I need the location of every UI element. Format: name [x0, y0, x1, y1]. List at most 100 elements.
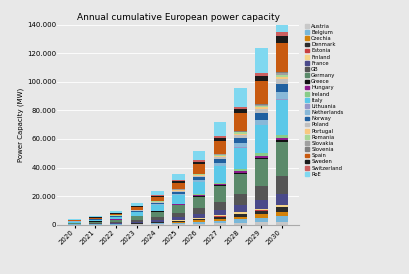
Bar [275, 73, 288, 75]
Bar [172, 174, 184, 180]
Y-axis label: Power Capacity (MW): Power Capacity (MW) [18, 88, 24, 162]
Bar [275, 193, 288, 205]
Bar [234, 169, 246, 172]
Bar [254, 106, 267, 107]
Title: Annual cumulative European power capacity: Annual cumulative European power capacit… [76, 13, 279, 22]
Bar [110, 216, 122, 217]
Bar [192, 151, 205, 161]
Bar [130, 207, 143, 210]
Bar [275, 212, 288, 216]
Bar [89, 218, 101, 219]
Bar [234, 206, 246, 213]
Bar [213, 159, 225, 163]
Bar [192, 208, 205, 214]
Bar [254, 73, 267, 76]
Bar [234, 223, 246, 225]
Bar [275, 1, 288, 32]
Bar [110, 217, 122, 219]
Bar [213, 166, 225, 183]
Bar [254, 218, 267, 222]
Bar [192, 195, 205, 196]
Bar [130, 222, 143, 223]
Bar [192, 182, 205, 194]
Bar [68, 220, 81, 221]
Bar [234, 138, 246, 143]
Bar [254, 104, 267, 105]
Bar [192, 177, 205, 180]
Bar [213, 219, 225, 221]
Bar [213, 136, 225, 138]
Bar [213, 163, 225, 166]
Bar [213, 155, 225, 156]
Bar [172, 224, 184, 225]
Bar [254, 186, 267, 200]
Bar [151, 197, 164, 201]
Bar [275, 207, 288, 212]
Bar [192, 196, 205, 197]
Bar [172, 183, 184, 189]
Bar [275, 140, 288, 142]
Bar [254, 107, 267, 110]
Bar [234, 174, 246, 195]
Bar [234, 132, 246, 134]
Bar [213, 157, 225, 159]
Bar [213, 185, 225, 186]
Bar [213, 138, 225, 141]
Bar [234, 113, 246, 131]
Bar [275, 77, 288, 79]
Bar [172, 217, 184, 220]
Bar [213, 183, 225, 184]
Bar [275, 79, 288, 84]
Bar [172, 180, 184, 181]
Bar [254, 105, 267, 106]
Bar [192, 161, 205, 162]
Bar [234, 148, 246, 169]
Bar [275, 176, 288, 193]
Bar [275, 99, 288, 135]
Bar [130, 216, 143, 220]
Bar [110, 212, 122, 213]
Bar [172, 213, 184, 217]
Bar [192, 219, 205, 220]
Bar [234, 107, 246, 109]
Bar [110, 223, 122, 224]
Bar [172, 221, 184, 222]
Bar [192, 176, 205, 177]
Bar [234, 147, 246, 148]
Bar [275, 32, 288, 36]
Bar [254, 209, 267, 210]
Bar [130, 210, 143, 211]
Bar [213, 122, 225, 136]
Bar [130, 223, 143, 224]
Bar [151, 220, 164, 222]
Bar [172, 189, 184, 190]
Bar [234, 135, 246, 138]
Bar [254, 211, 267, 214]
Bar [192, 224, 205, 225]
Bar [213, 202, 225, 210]
Bar [192, 222, 205, 224]
Bar [151, 223, 164, 224]
Bar [275, 216, 288, 222]
Bar [151, 222, 164, 223]
Legend: Austria, Belgium, Czechia, Denmark, Estonia, Finland, France, GB, Germany, Greec: Austria, Belgium, Czechia, Denmark, Esto… [303, 23, 343, 177]
Bar [192, 214, 205, 218]
Bar [192, 180, 205, 182]
Bar [89, 223, 101, 224]
Bar [234, 214, 246, 217]
Bar [254, 125, 267, 153]
Bar [68, 223, 81, 224]
Bar [89, 216, 101, 217]
Bar [192, 173, 205, 174]
Bar [275, 135, 288, 138]
Bar [192, 218, 205, 219]
Bar [275, 84, 288, 92]
Bar [192, 162, 205, 164]
Bar [254, 76, 267, 81]
Bar [275, 222, 288, 225]
Bar [130, 212, 143, 216]
Bar [213, 223, 225, 225]
Bar [172, 191, 184, 192]
Bar [110, 220, 122, 222]
Bar [254, 48, 267, 73]
